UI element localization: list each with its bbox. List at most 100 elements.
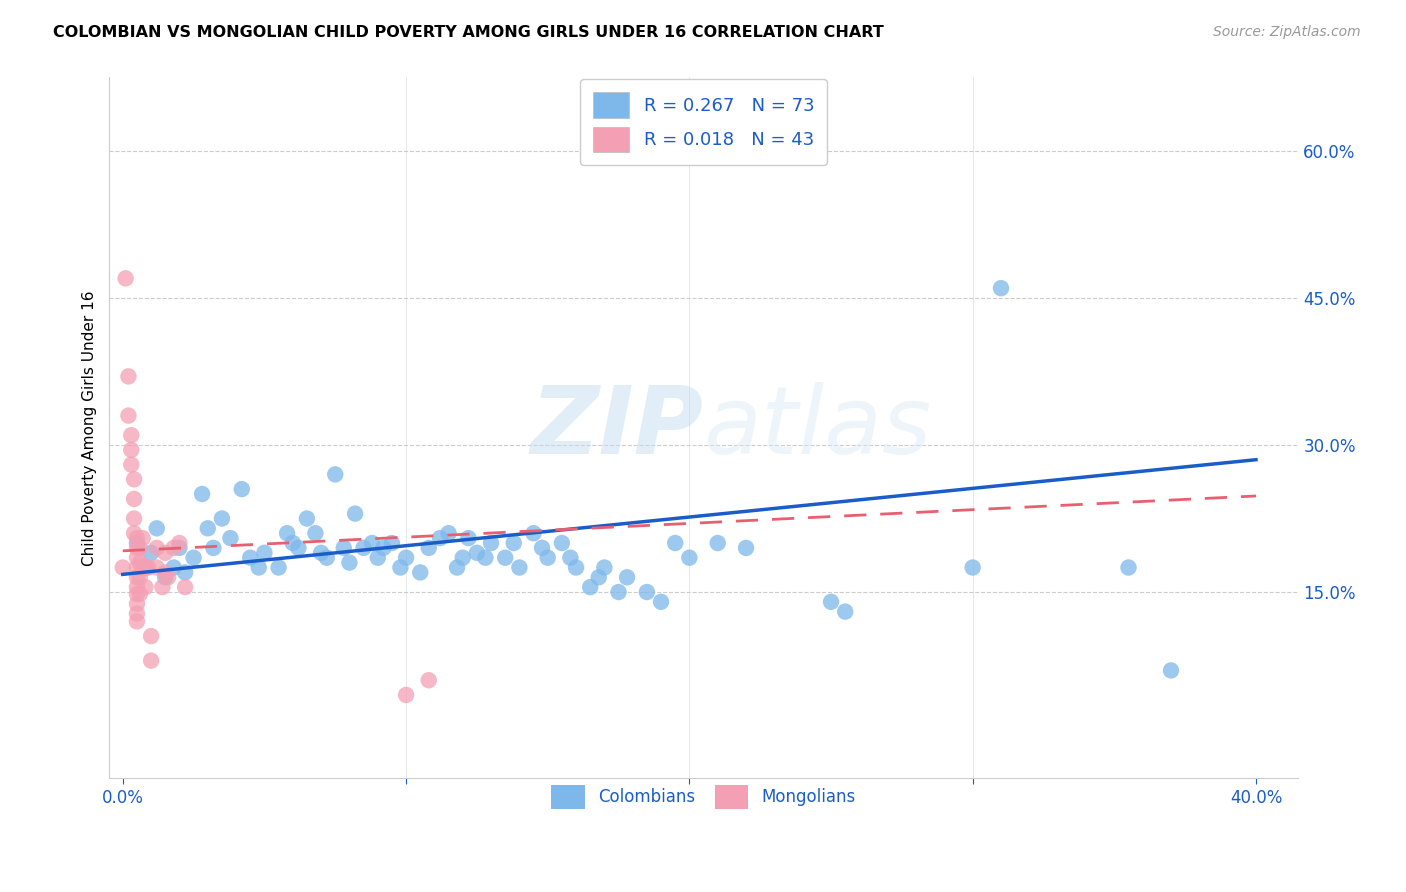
Point	[139, 629, 162, 643]
Point	[616, 570, 638, 584]
Point	[323, 467, 346, 482]
Point	[134, 580, 156, 594]
Point	[339, 556, 361, 570]
Point	[139, 546, 162, 560]
Point	[125, 531, 148, 545]
Point	[202, 541, 225, 555]
Point	[231, 482, 253, 496]
Point	[537, 550, 560, 565]
Point	[125, 550, 148, 565]
Legend: Colombians, Mongolians: Colombians, Mongolians	[544, 779, 862, 815]
Point	[678, 550, 700, 565]
Point	[120, 428, 142, 442]
Point	[125, 607, 148, 621]
Point	[522, 526, 544, 541]
Point	[120, 458, 142, 472]
Point	[114, 271, 136, 285]
Point	[131, 531, 153, 545]
Point	[122, 526, 145, 541]
Point	[418, 673, 440, 688]
Point	[287, 541, 309, 555]
Point	[122, 511, 145, 525]
Point	[131, 560, 153, 574]
Point	[211, 511, 233, 525]
Point	[281, 536, 304, 550]
Point	[169, 536, 191, 550]
Point	[502, 536, 524, 550]
Point	[253, 546, 276, 560]
Point	[134, 560, 156, 574]
Text: COLOMBIAN VS MONGOLIAN CHILD POVERTY AMONG GIRLS UNDER 16 CORRELATION CHART: COLOMBIAN VS MONGOLIAN CHILD POVERTY AMO…	[53, 25, 884, 40]
Point	[465, 546, 488, 560]
Point	[395, 550, 418, 565]
Point	[834, 605, 856, 619]
Point	[174, 566, 197, 580]
Point	[304, 526, 326, 541]
Point	[636, 585, 658, 599]
Point	[309, 546, 332, 560]
Point	[163, 541, 186, 555]
Point	[565, 560, 588, 574]
Point	[125, 597, 148, 611]
Point	[508, 560, 530, 574]
Point	[429, 531, 451, 545]
Point	[474, 550, 496, 565]
Point	[409, 566, 432, 580]
Point	[157, 570, 180, 584]
Point	[588, 570, 610, 584]
Point	[1160, 664, 1182, 678]
Point	[155, 546, 177, 560]
Point	[706, 536, 728, 550]
Point	[191, 487, 214, 501]
Point	[134, 560, 156, 574]
Point	[128, 587, 150, 601]
Point	[197, 521, 219, 535]
Point	[122, 472, 145, 486]
Point	[219, 531, 242, 545]
Point	[169, 541, 191, 555]
Point	[125, 541, 148, 555]
Point	[145, 541, 167, 555]
Point	[373, 541, 395, 555]
Point	[735, 541, 758, 555]
Point	[155, 570, 177, 584]
Point	[145, 521, 167, 535]
Text: ZIP: ZIP	[530, 382, 703, 474]
Text: Source: ZipAtlas.com: Source: ZipAtlas.com	[1213, 25, 1361, 39]
Point	[128, 541, 150, 555]
Point	[820, 595, 842, 609]
Point	[1118, 560, 1140, 574]
Point	[990, 281, 1012, 295]
Point	[531, 541, 554, 555]
Point	[593, 560, 616, 574]
Point	[361, 536, 384, 550]
Point	[120, 442, 142, 457]
Point	[353, 541, 375, 555]
Point	[125, 570, 148, 584]
Point	[381, 536, 404, 550]
Point	[117, 409, 139, 423]
Point	[315, 550, 337, 565]
Point	[125, 536, 148, 550]
Point	[239, 550, 262, 565]
Point	[122, 491, 145, 506]
Point	[367, 550, 389, 565]
Point	[451, 550, 474, 565]
Point	[560, 550, 582, 565]
Point	[183, 550, 205, 565]
Point	[664, 536, 686, 550]
Point	[125, 580, 148, 594]
Point	[650, 595, 672, 609]
Point	[344, 507, 367, 521]
Point	[111, 560, 134, 574]
Point	[395, 688, 418, 702]
Point	[494, 550, 516, 565]
Point	[128, 556, 150, 570]
Point	[457, 531, 479, 545]
Point	[125, 615, 148, 629]
Point	[267, 560, 290, 574]
Point	[295, 511, 318, 525]
Point	[551, 536, 574, 550]
Point	[446, 560, 468, 574]
Point	[389, 560, 412, 574]
